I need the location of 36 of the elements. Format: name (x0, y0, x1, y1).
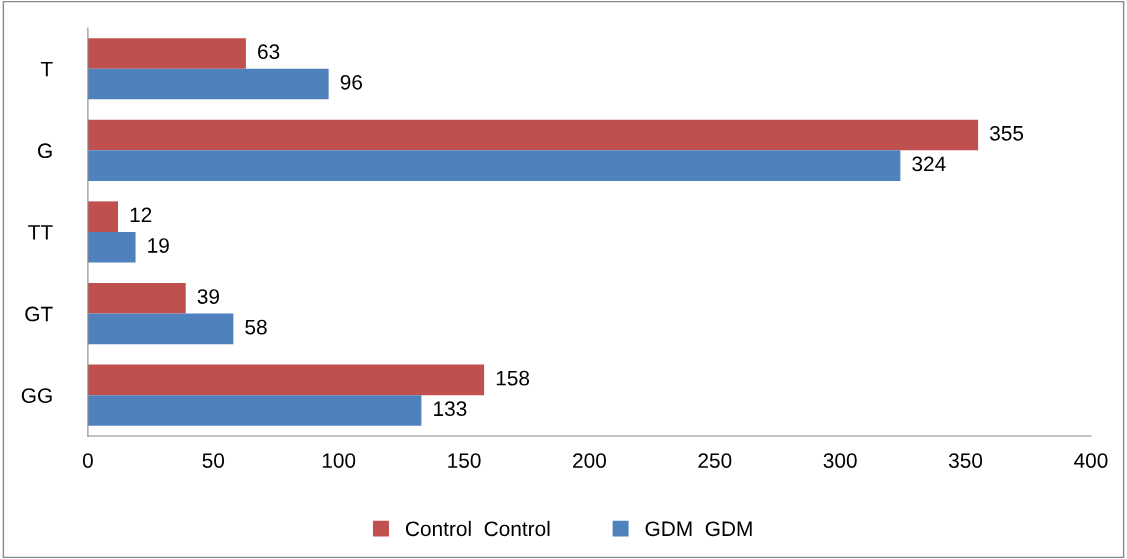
x-tick-label: 150 (448, 453, 481, 468)
x-tick-label: 0 (82, 453, 93, 468)
x-tick-label: 100 (322, 453, 356, 468)
data-label: 96 (340, 74, 362, 90)
bar (87, 364, 485, 396)
bar (87, 38, 246, 69)
x-tick-label: 50 (202, 453, 225, 468)
data-label: 158 (496, 370, 530, 386)
bar (87, 395, 422, 426)
bar (87, 201, 118, 232)
x-tick-label: 400 (1074, 453, 1108, 468)
x-tick-label: 300 (823, 453, 857, 468)
x-tick-label: 250 (698, 453, 732, 468)
data-label: 12 (130, 207, 152, 223)
legend-label: Control Control (405, 520, 550, 537)
data-label: 324 (912, 156, 946, 172)
y-tick-label: G (38, 143, 52, 159)
y-tick-label: GT (25, 306, 53, 322)
bar (87, 282, 186, 314)
data-label: 355 (990, 125, 1024, 141)
bar (87, 119, 979, 151)
x-tick-label: 350 (948, 453, 983, 468)
bar (87, 231, 136, 263)
bar (87, 150, 901, 181)
data-label: 133 (434, 401, 467, 417)
data-label: 39 (197, 289, 219, 304)
bar (87, 68, 329, 100)
y-tick-label: GG (21, 388, 52, 403)
y-tick-label: TT (28, 225, 53, 240)
x-tick-label: 200 (573, 453, 606, 468)
legend-label: GDM GDM (645, 521, 752, 537)
data-label: 19 (148, 238, 169, 253)
data-label: 58 (245, 319, 267, 335)
y-tick-label: T (40, 61, 53, 77)
data-label: 63 (258, 44, 280, 60)
bar (87, 313, 234, 345)
